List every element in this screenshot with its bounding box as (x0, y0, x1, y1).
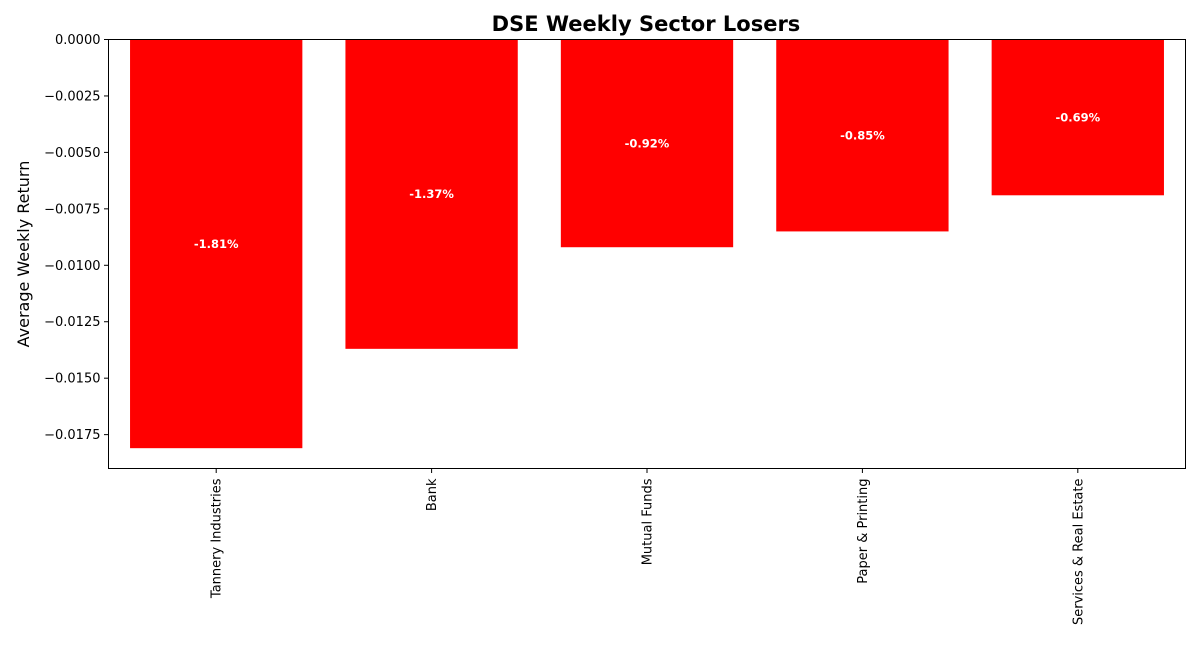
y-axis-ticks: 0.0000 −0.0025 −0.0050 −0.0075 −0.0100 −0.012… (44, 33, 109, 443)
x-tick-label: Paper & Printing (856, 479, 871, 584)
bars-layer: -1.81% -1.37% -0.92% -0.85% -0.69% (130, 39, 1164, 449)
bar (345, 39, 518, 349)
x-tick-label: Services & Real Estate (1071, 479, 1086, 626)
y-tick-label: −0.0150 (44, 372, 100, 387)
chart-title: DSE Weekly Sector Losers (492, 12, 801, 36)
x-tick-label: Bank (425, 478, 440, 511)
y-tick-label: −0.0025 (44, 89, 100, 104)
y-tick-label: −0.0100 (44, 259, 100, 274)
y-tick-label: 0.0000 (55, 33, 101, 48)
x-tick-label: Mutual Funds (641, 478, 656, 565)
bar-value-label: -0.85% (840, 128, 885, 142)
bar-value-label: -0.69% (1055, 110, 1100, 124)
bar-value-label: -1.81% (194, 237, 239, 251)
bar (776, 39, 949, 232)
x-axis-ticks: Tannery Industries Bank Mutual Funds Paper … (210, 468, 1086, 626)
y-axis-label: Average Weekly Return (14, 161, 33, 348)
bar (560, 39, 734, 248)
plot-frame (108, 39, 1186, 469)
bar-value-label: -0.92% (625, 136, 670, 150)
y-tick-label: −0.0175 (44, 428, 100, 443)
y-tick-label: −0.0125 (44, 315, 100, 330)
bar-value-label: -1.37% (409, 187, 454, 201)
bar (130, 39, 303, 449)
x-tick-label: Tannery Industries (210, 478, 225, 599)
y-tick-label: −0.0075 (44, 202, 100, 217)
y-tick-label: −0.0050 (44, 146, 100, 161)
bar (991, 39, 1164, 196)
